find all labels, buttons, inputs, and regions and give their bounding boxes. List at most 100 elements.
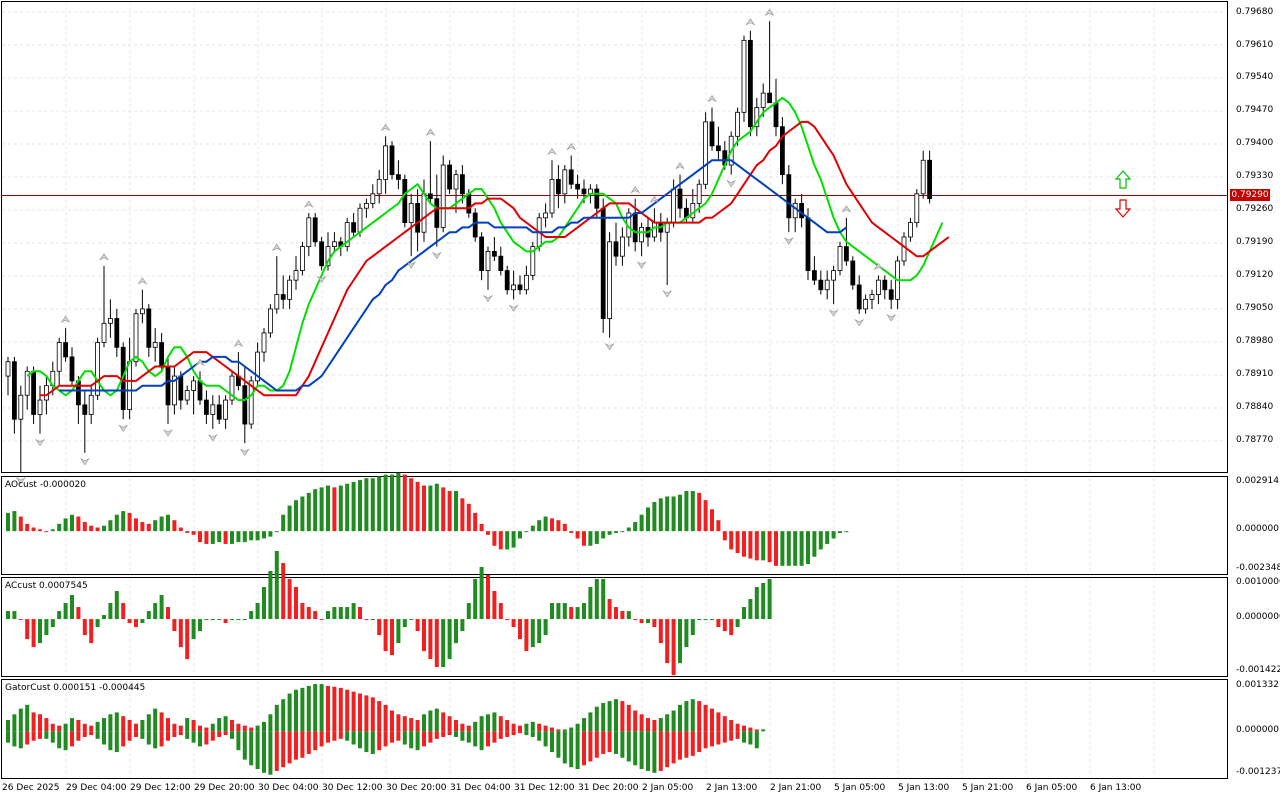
bull-candle [5, 361, 11, 377]
gator-upper-bar [742, 725, 746, 732]
bull-candle [530, 246, 536, 276]
ac-bar [249, 611, 254, 620]
bull-candle [44, 385, 49, 401]
gator-lower-bar [18, 731, 23, 749]
gator-upper-bar [230, 719, 234, 732]
gator-upper-bar [274, 704, 279, 732]
bull-candle [133, 313, 139, 363]
ao-bar [25, 523, 30, 532]
bear-candle [600, 207, 606, 319]
main-pane-frame [1, 1, 1228, 473]
gator-lower-bar [370, 731, 375, 754]
bear-candle [786, 174, 792, 219]
bear-candle [716, 145, 721, 152]
gator-upper-bar [50, 723, 55, 732]
ao-bar [262, 531, 266, 539]
fractal-down-marker [508, 304, 519, 312]
ac-bar [306, 607, 311, 620]
bear-candle [159, 342, 165, 367]
gator-lower-bar [703, 731, 708, 749]
ao-bar [633, 522, 638, 532]
ac-bar [166, 607, 170, 620]
ao-bar [223, 531, 228, 544]
gator-upper-bar [95, 721, 100, 732]
ao-bar [383, 474, 388, 532]
ao-bar [754, 531, 759, 561]
gator-upper-bar [614, 699, 618, 732]
gator-lower-bar [550, 731, 554, 753]
gator-upper-bar [716, 712, 721, 732]
fractal-down-marker [79, 458, 90, 466]
bear-candle [709, 121, 715, 147]
ac-bar [332, 607, 337, 620]
ac-bar [70, 595, 74, 620]
gator-lower-bar [588, 731, 593, 762]
ao-bar [697, 492, 702, 532]
gator-upper-bar [319, 684, 324, 732]
ao-bar [799, 531, 804, 566]
gator-upper-bar [70, 718, 74, 732]
gator-upper-bar [76, 719, 81, 732]
bull-candle [37, 399, 43, 415]
price-label: 0.78770 [1236, 435, 1274, 445]
gator-upper-bar [454, 719, 458, 732]
ao-bar [684, 491, 689, 532]
bull-candle [152, 342, 158, 348]
ac-bar [486, 575, 490, 620]
bear-candle [850, 260, 856, 286]
candles [5, 21, 932, 472]
ac-bar [108, 603, 113, 620]
ac-bar [511, 619, 516, 628]
ac-bar [722, 619, 727, 632]
gator-lower-bar [748, 731, 753, 745]
ao-bar [281, 514, 286, 532]
ao-bar [761, 531, 766, 561]
gator-upper-bar [294, 689, 298, 732]
fractal-down-marker [15, 477, 26, 485]
ao-bar [639, 514, 644, 532]
ac-bar [537, 619, 542, 644]
fractal-down-marker [431, 251, 442, 260]
ac-bar [127, 619, 132, 624]
fractal-up-marker [649, 195, 660, 203]
ao-scale-zero: 0.000000 [1236, 524, 1279, 534]
ac-bar [76, 607, 81, 620]
gator-lower-bar [729, 731, 734, 741]
ac-bar [25, 619, 30, 640]
bull-candle [735, 111, 740, 137]
ao-bar [518, 531, 522, 539]
gator-upper-bar [466, 725, 471, 732]
ac-bar [95, 619, 100, 628]
gator-upper-bar [729, 719, 734, 732]
alligator-line [26, 96, 944, 402]
ac-bar [767, 579, 772, 620]
gator-upper-bar [326, 685, 330, 732]
gator-lower-bar [102, 731, 106, 745]
gator-lower-bar [543, 731, 548, 747]
gator-upper-bar [511, 723, 516, 732]
ao-bar [441, 487, 446, 532]
gator-lower-bar [377, 731, 382, 751]
gator-lower-bar [236, 731, 241, 751]
gator-upper-bar [441, 712, 446, 732]
gator-upper-bar [601, 702, 606, 732]
price-label: 0.79680 [1236, 7, 1274, 17]
ao-bar [76, 516, 81, 532]
gator-lower-bar [262, 731, 266, 773]
ao-bar [89, 525, 94, 532]
gator-lower-bar [537, 731, 542, 741]
gator-upper-bar [498, 716, 503, 732]
gator-upper-bar [287, 693, 292, 732]
time-label: 29 Dec 20:00 [194, 783, 255, 793]
price-label: 0.79400 [1236, 138, 1274, 148]
bull-candle [485, 250, 491, 271]
bull-candle [363, 203, 369, 209]
ao-bar [710, 509, 714, 532]
ao-bar [646, 507, 650, 532]
bull-candle [95, 342, 100, 396]
ac-bar [498, 603, 503, 620]
ac-bar [626, 611, 631, 620]
ac-bar [703, 619, 708, 621]
bull-candle [620, 236, 625, 257]
ac-bar [422, 619, 426, 652]
